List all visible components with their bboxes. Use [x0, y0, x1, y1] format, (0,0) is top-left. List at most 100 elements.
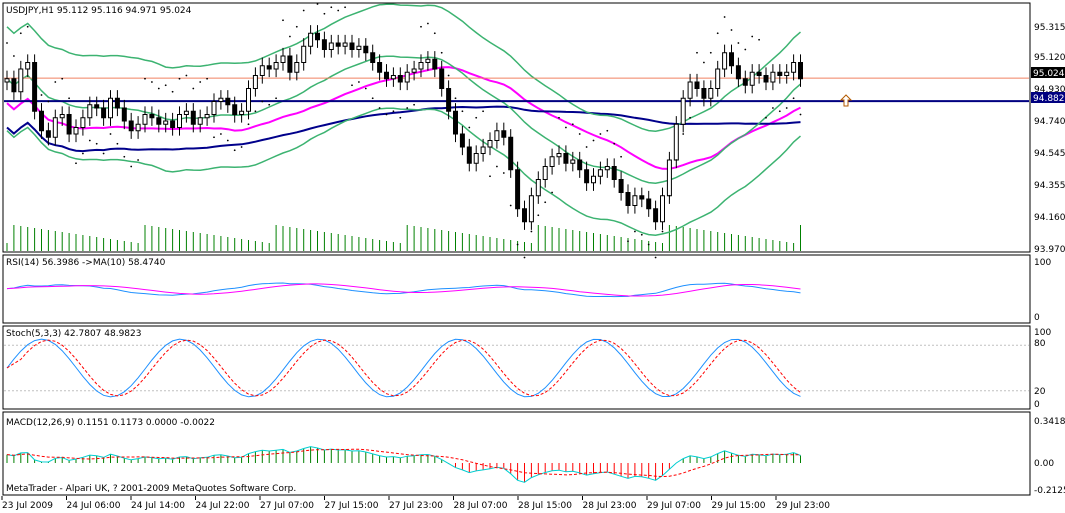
candle-body — [653, 208, 659, 223]
sar-dot — [606, 129, 609, 132]
candle-body — [218, 97, 224, 102]
candle-body — [225, 97, 231, 106]
candle-body — [280, 55, 286, 63]
sar-dot — [371, 97, 374, 100]
sar-dot — [378, 107, 381, 109]
sar-dot — [178, 77, 181, 80]
candle-body — [625, 192, 631, 206]
candle-body — [611, 166, 617, 180]
sar-dot — [592, 139, 595, 142]
candle-body — [680, 97, 686, 125]
sar-dot — [523, 256, 526, 259]
sar-dot — [247, 123, 250, 126]
sar-dot — [164, 84, 167, 87]
sar-dot — [578, 133, 581, 135]
price-tick: 94.740 — [1034, 117, 1065, 127]
rsi-tick-100: 100 — [1034, 258, 1051, 268]
rsi-line — [6, 282, 801, 298]
sar-dot — [151, 81, 153, 83]
candle-body — [114, 97, 120, 109]
sar-dot — [268, 103, 271, 106]
candle-body — [128, 120, 134, 132]
sar-dot — [295, 25, 298, 28]
candle-body — [384, 71, 389, 80]
candle-body — [87, 104, 93, 119]
candle-body — [315, 32, 320, 41]
candle-body — [121, 107, 127, 122]
sar-dot — [709, 51, 712, 54]
price-tick: 93.970 — [1034, 245, 1065, 255]
sar-dot — [185, 74, 188, 77]
rsi-panel[interactable] — [2, 254, 1031, 324]
candle-body — [163, 120, 169, 125]
sar-dot — [765, 116, 767, 119]
sar-dot — [330, 6, 333, 9]
sar-dot — [116, 142, 119, 145]
current-price-tag: 95.024 — [1033, 69, 1065, 79]
sar-dot — [206, 77, 209, 80]
sar-dot — [730, 29, 733, 31]
sar-dot — [406, 107, 409, 109]
sar-dot — [544, 201, 547, 204]
sar-dot — [640, 233, 643, 236]
candle-body — [73, 127, 79, 135]
sar-dot — [171, 90, 174, 93]
sar-dot — [157, 87, 160, 90]
sar-dot — [282, 19, 284, 22]
sar-dot — [261, 100, 264, 103]
sar-dot — [433, 32, 436, 35]
candle-body — [190, 110, 196, 125]
candle-body — [370, 52, 376, 63]
sar-dot — [661, 230, 664, 233]
candle-body — [252, 75, 258, 89]
sar-dot — [54, 81, 57, 83]
sar-dot — [454, 97, 457, 100]
stoch-panel[interactable] — [2, 325, 1031, 410]
candle-body — [321, 39, 327, 50]
candle-body — [94, 104, 100, 109]
macd-panel[interactable] — [2, 411, 1031, 496]
price-axis: 95.315 95.120 94.930 94.740 94.545 94.35… — [1034, 23, 1065, 255]
sar-dot — [95, 142, 98, 145]
sar-dot — [323, 12, 326, 15]
sar-dot — [289, 35, 291, 38]
sar-dot — [723, 16, 726, 18]
sar-dot — [475, 116, 478, 119]
sar-dot — [502, 172, 505, 174]
candle-body — [349, 42, 355, 50]
sar-dot — [26, 25, 29, 28]
candle-body — [715, 68, 721, 89]
sar-dot — [758, 38, 760, 41]
sar-dot — [440, 51, 443, 54]
sar-dot — [144, 77, 146, 80]
time-tick-label: 28 Jul 23:00 — [583, 501, 637, 511]
candle-body — [584, 169, 590, 184]
candle-body — [549, 156, 555, 167]
sar-dot — [19, 32, 22, 35]
candle-body — [135, 123, 141, 132]
ma-blue-line — [6, 105, 801, 153]
candle-body — [32, 62, 38, 112]
sar-dot — [192, 87, 195, 90]
candle-body — [183, 110, 189, 115]
sar-dot — [302, 9, 305, 12]
candle-body — [363, 45, 369, 54]
sar-dot — [703, 61, 705, 64]
candle-body — [80, 117, 86, 128]
rsi-tick-0: 0 — [1034, 313, 1040, 323]
candle-body — [66, 114, 72, 135]
up-arrow-icon — [839, 94, 853, 107]
candle-body — [335, 42, 341, 47]
sar-dot — [88, 139, 91, 142]
candle-body — [142, 114, 148, 125]
price-panel[interactable] — [2, 2, 1031, 253]
sar-dot — [344, 6, 346, 9]
rsi-ma-line — [6, 283, 801, 297]
candle-body — [45, 130, 51, 138]
candle-body — [563, 153, 569, 164]
stoch-main-line — [6, 338, 801, 398]
sar-dot — [696, 51, 698, 54]
candle-body — [425, 58, 431, 63]
candle-body — [108, 97, 113, 119]
